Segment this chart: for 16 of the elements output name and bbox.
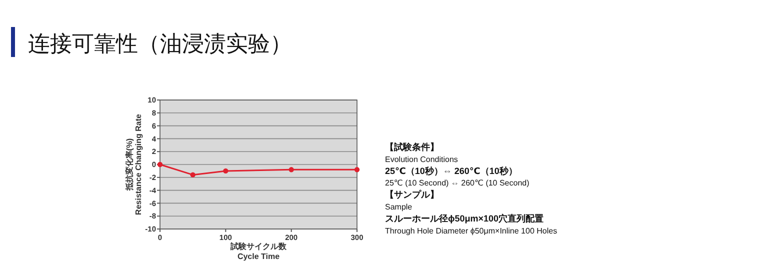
chart-title: 连接可靠性（油浸渍实验） <box>28 31 292 56</box>
point <box>157 162 163 168</box>
text: 25℃ (10 Second) ⇔ 260℃ (10 Second) <box>385 178 530 188</box>
text: 25℃（10秒）⇔ 260℃（10秒） <box>385 166 518 176</box>
point <box>190 172 196 178</box>
point <box>223 168 228 174</box>
point <box>288 167 294 172</box>
x-axis-title: 試験サイクル数 Cycle Time <box>230 242 288 261</box>
y-axis-title: 抵抗変化率(%) Resistance Changing Rate <box>124 113 143 215</box>
text: スルーホール径ϕ50μm×100穴直列配置 <box>385 213 544 224</box>
point <box>354 167 360 172</box>
text: Evolution Conditions <box>385 154 458 164</box>
text: 【試験条件】 <box>385 142 439 152</box>
text: Through Hole Diameter ϕ50μm×Inline 100 Holes <box>385 226 558 236</box>
text: Sample <box>385 202 413 212</box>
text: 【サンプル】 <box>385 190 439 200</box>
